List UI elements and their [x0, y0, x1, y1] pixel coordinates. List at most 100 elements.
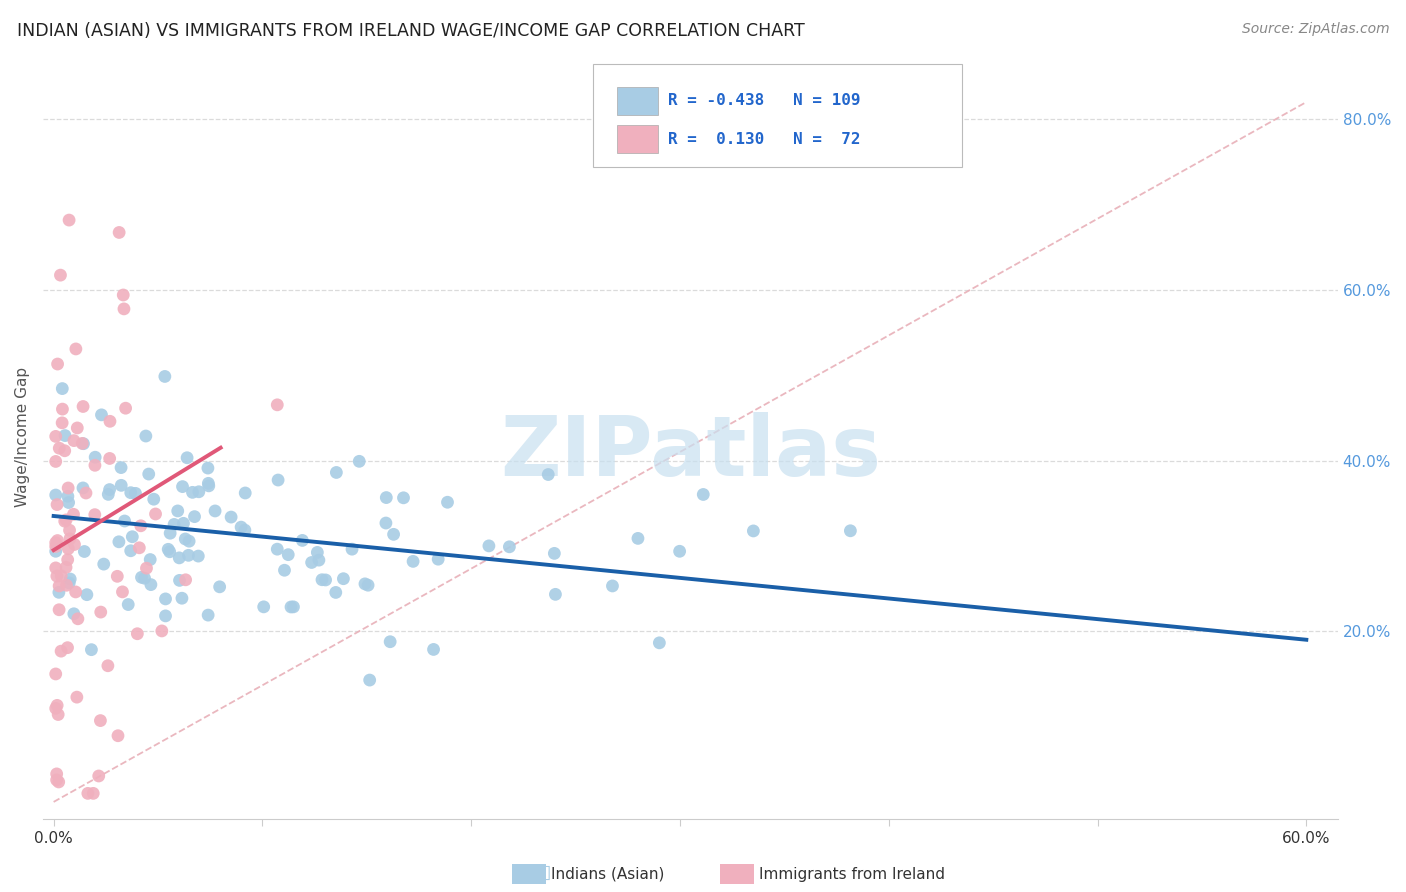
Point	[139, 577, 162, 591]
Point	[110, 478, 132, 492]
Point	[375, 491, 398, 505]
Point	[155, 608, 177, 623]
Point	[498, 540, 520, 554]
Point	[692, 487, 714, 501]
Point	[543, 546, 565, 560]
Point	[266, 542, 288, 557]
Point	[48, 585, 70, 599]
Point	[56, 640, 79, 655]
Point	[105, 569, 128, 583]
Point	[537, 467, 560, 482]
Point	[167, 550, 190, 565]
Point	[176, 450, 198, 465]
Point	[45, 454, 67, 468]
Point	[266, 398, 288, 412]
Point	[117, 598, 139, 612]
Point	[46, 357, 69, 371]
Point	[267, 473, 290, 487]
Point	[72, 400, 94, 414]
Point	[127, 626, 149, 640]
Point	[114, 401, 136, 416]
Point	[157, 542, 180, 557]
Point	[325, 466, 347, 480]
Point	[174, 532, 197, 546]
Point	[354, 577, 377, 591]
Point	[56, 552, 79, 566]
Point	[422, 642, 444, 657]
Point	[187, 484, 209, 499]
Point	[273, 563, 295, 577]
Point	[120, 543, 142, 558]
Point	[108, 226, 131, 240]
Point	[166, 504, 188, 518]
Point	[76, 588, 98, 602]
Point	[374, 516, 396, 530]
Point	[49, 268, 72, 282]
Text: R = -0.438   N = 109: R = -0.438 N = 109	[668, 94, 860, 109]
Point	[45, 569, 67, 583]
Point	[82, 786, 104, 800]
Point	[181, 485, 204, 500]
Point	[55, 560, 77, 574]
Point	[159, 545, 181, 559]
Point	[357, 578, 380, 592]
Point	[66, 421, 89, 435]
Point	[308, 553, 330, 567]
Point	[51, 569, 73, 583]
Point	[283, 599, 305, 614]
Point	[84, 458, 107, 473]
Point	[177, 549, 200, 563]
Point	[59, 532, 82, 546]
Point	[183, 509, 205, 524]
Point	[382, 527, 405, 541]
Text: R =  0.130   N =  72: R = 0.130 N = 72	[668, 132, 860, 146]
Y-axis label: Wage/Income Gap: Wage/Income Gap	[15, 367, 30, 508]
Point	[45, 488, 67, 502]
Point	[56, 481, 79, 495]
Point	[45, 701, 67, 715]
Point	[46, 498, 69, 512]
Point	[277, 548, 299, 562]
Point	[172, 480, 194, 494]
Point	[59, 572, 82, 586]
Point	[134, 571, 156, 585]
Point	[839, 524, 862, 538]
Point	[58, 495, 80, 509]
Point	[93, 557, 115, 571]
Point	[229, 520, 252, 534]
Point	[63, 607, 86, 621]
Point	[48, 775, 70, 789]
Point	[51, 402, 73, 417]
Point	[58, 523, 80, 537]
Point	[233, 523, 256, 537]
Point	[84, 450, 107, 465]
Point	[668, 544, 690, 558]
Point	[46, 698, 69, 713]
Point	[49, 644, 72, 658]
Point	[602, 579, 624, 593]
Point	[301, 556, 323, 570]
Point	[129, 518, 152, 533]
Point	[145, 507, 167, 521]
Point	[378, 634, 401, 648]
Point	[436, 495, 458, 509]
Point	[142, 492, 165, 507]
Point	[110, 460, 132, 475]
Point	[56, 489, 79, 503]
Point	[131, 570, 153, 584]
Point	[45, 561, 67, 575]
Point	[53, 514, 76, 528]
Point	[253, 599, 276, 614]
Point	[66, 690, 89, 705]
Point	[359, 673, 381, 687]
Point	[72, 436, 94, 450]
Point	[197, 608, 219, 623]
Point	[76, 786, 98, 800]
Point	[83, 508, 105, 522]
Point	[51, 416, 73, 430]
Point	[51, 382, 73, 396]
Point	[311, 573, 333, 587]
Point	[197, 461, 219, 475]
Point	[291, 533, 314, 548]
Point	[98, 414, 121, 428]
